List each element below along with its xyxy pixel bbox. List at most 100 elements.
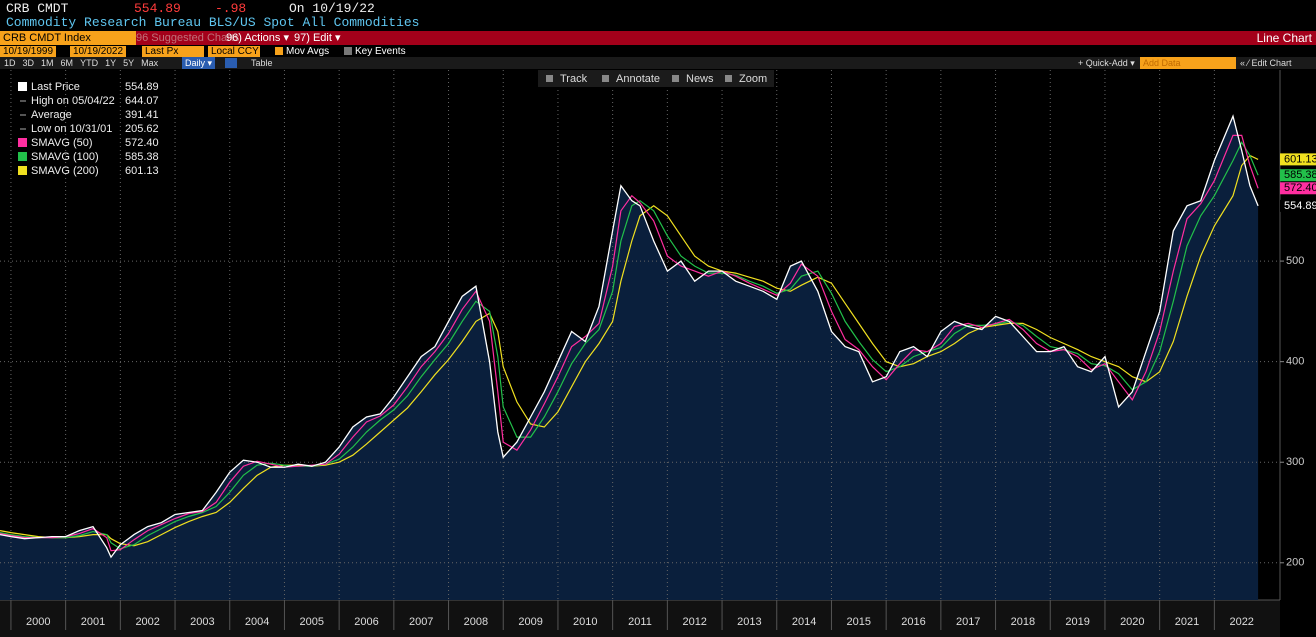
x-tick-label: 2009 [518, 616, 542, 628]
y-tick-label: 300 [1286, 456, 1304, 468]
legend-label: Last Price [31, 81, 80, 93]
legend-value: 572.40 [125, 137, 159, 149]
x-tick-label: 2011 [628, 616, 652, 628]
chart-tool[interactable]: News [686, 73, 714, 85]
range-button[interactable]: Max [141, 58, 159, 68]
chart: Track Annotate News Zoom Last Price 554.89 Hi… [0, 70, 1316, 637]
range-button[interactable]: YTD [80, 58, 99, 68]
value-tag [1280, 199, 1316, 212]
value-tag [1280, 169, 1316, 182]
suggested-charts[interactable]: 96 Suggested Charts [136, 32, 240, 44]
legend-label: SMAVG (200) [31, 165, 99, 177]
legend-swatch [18, 166, 27, 175]
x-tick-label: 2010 [573, 616, 597, 628]
x-tick-label: 2005 [300, 616, 324, 628]
checkbox[interactable] [344, 47, 352, 55]
series-line [0, 154, 1259, 547]
legend-swatch [18, 138, 27, 147]
x-tick-label: 2012 [682, 616, 706, 628]
end-date[interactable]: 10/19/2022 [70, 46, 127, 57]
plot [0, 70, 1280, 600]
x-tick-label: 2004 [245, 616, 269, 628]
chart-toolbar: Track Annotate News Zoom [538, 70, 774, 87]
checkbox[interactable] [275, 47, 283, 55]
date: On 10/19/22 [289, 1, 375, 16]
value-tag [1280, 153, 1316, 166]
price: 554.89 [134, 1, 181, 16]
x-tick-label: 2016 [901, 616, 925, 628]
x-tick-label: 2007 [409, 616, 433, 628]
value-tag-label: 601.13 [1284, 153, 1316, 165]
description: Commodity Research Bureau BLS/US Spot Al… [6, 15, 420, 30]
chart-tool[interactable]: Annotate [616, 73, 660, 85]
tool-icon [602, 75, 609, 82]
menu-bar [0, 31, 1316, 45]
start-date[interactable]: 10/19/1999 [0, 46, 57, 57]
ticker: CRB CMDT [6, 1, 69, 16]
x-tick-label: 2013 [737, 616, 761, 628]
x-tick-label: 2002 [135, 616, 159, 628]
x-tick-label: 2021 [1175, 616, 1199, 628]
range-bar [0, 57, 1316, 69]
chart-tool[interactable]: Track [560, 73, 588, 85]
security[interactable]: CRB CMDT Index [0, 31, 136, 45]
series-line [0, 141, 1259, 550]
legend-label: Average [31, 109, 72, 121]
x-tick-label: 2008 [464, 616, 488, 628]
x-tick-label: 2006 [354, 616, 378, 628]
value-tag-label: 572.40 [1284, 182, 1316, 194]
tool-icon [672, 75, 679, 82]
quick-add[interactable]: + Quick-Add ▾ [1078, 58, 1135, 68]
legend-value: 391.41 [125, 109, 159, 121]
key-events[interactable]: Key Events [355, 46, 406, 57]
x-tick-label: 2000 [26, 616, 50, 628]
x-tick-label: 2014 [792, 616, 816, 628]
legend-swatch [18, 82, 27, 91]
chart-icon[interactable] [225, 58, 237, 68]
x-tick-label: 2017 [956, 616, 980, 628]
mov-avgs[interactable]: Mov Avgs [286, 46, 330, 57]
x-tick-label: 2001 [81, 616, 105, 628]
value-tag-label: 585.38 [1284, 169, 1316, 181]
range-buttons: 1D 3D 1M 6M YTD 1Y 5Y Max [4, 57, 158, 69]
toolbar-bg [538, 70, 774, 87]
legend-value: 644.07 [125, 95, 159, 107]
range-button[interactable]: 1M [41, 58, 54, 68]
x-tick-label: 2003 [190, 616, 214, 628]
y-tick-label: 400 [1286, 356, 1304, 368]
edit-menu[interactable]: 97) Edit ▾ [294, 32, 341, 44]
value-tag [1280, 182, 1316, 195]
range-button[interactable]: 1Y [105, 58, 117, 68]
tool-icon [546, 75, 553, 82]
actions-menu[interactable]: 96) Actions ▾ [226, 32, 289, 44]
series-line [0, 114, 1259, 559]
frequency[interactable]: Daily ▾ [182, 57, 216, 69]
currency[interactable]: Local CCY [208, 46, 260, 57]
legend-value: 601.13 [125, 165, 159, 177]
legend-value: 205.62 [125, 123, 159, 135]
price-area [0, 116, 1259, 600]
chart-type[interactable]: Line Chart [1256, 31, 1312, 45]
edit-chart[interactable]: « ⁄ Edit Chart [1240, 58, 1292, 68]
field[interactable]: Last Px [142, 46, 204, 57]
x-tick-label: 2018 [1011, 616, 1035, 628]
header: CRB CMDT 554.89 -.98 On 10/19/22 Commodi… [0, 0, 1316, 70]
legend-label: SMAVG (50) [31, 137, 93, 149]
legend-label: SMAVG (100) [31, 151, 99, 163]
change: -.98 [215, 1, 247, 16]
legend: Last Price 554.89 High on 05/04/22 644.07 Av… [18, 81, 159, 177]
x-axis-bar [0, 600, 1280, 637]
range-button[interactable]: 1D [4, 58, 16, 68]
range-button[interactable]: 6M [60, 58, 74, 68]
legend-label: Low on 10/31/01 [31, 123, 112, 135]
x-tick-label: 2020 [1120, 616, 1144, 628]
chart-tool[interactable]: Zoom [739, 73, 767, 85]
range-button[interactable]: 5Y [123, 58, 135, 68]
tool-icon [725, 75, 732, 82]
add-data[interactable]: Add Data [1140, 57, 1236, 69]
table[interactable]: Table [251, 58, 273, 68]
range-button[interactable]: 3D [22, 58, 35, 68]
y-tick-label: 200 [1286, 557, 1304, 569]
x-tick-label: 2022 [1229, 616, 1253, 628]
